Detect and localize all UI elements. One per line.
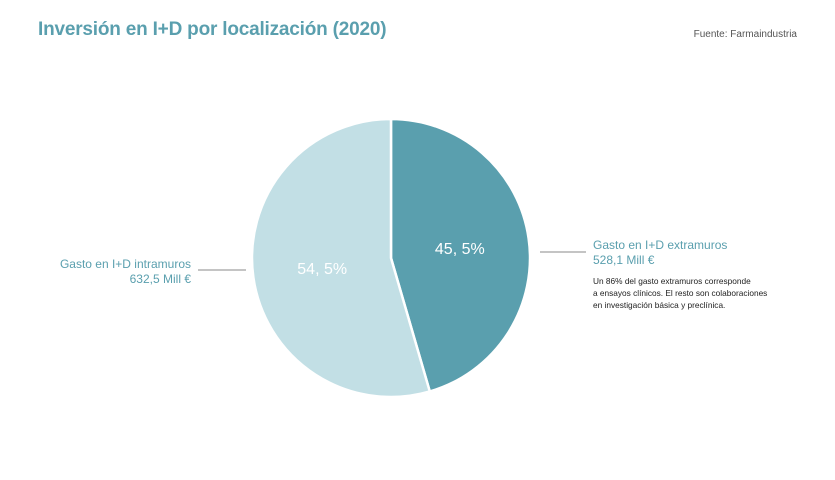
intramuros-name: Gasto en I+D intramuros [59,257,191,271]
extramuros-name: Gasto en I+D extramuros [593,238,728,252]
intramuros-label: Gasto en I+D intramuros 632,5 Mill € [60,257,191,287]
pct-label-extramuros: 45, 5% [435,241,485,258]
source-note: Fuente: Farmaindustria [693,29,797,40]
pie-slice-extramuros [389,117,532,394]
chart-title: Inversión en I+D por localización (2020) [38,19,387,40]
intramuros-amount: 632,5 Mill € [129,272,191,286]
note-line: Un 86% del gasto extramuros corresponde [593,276,751,286]
note-line: en investigación básica y preclínica. [593,300,726,310]
pie-slice-intramuros [250,117,432,399]
extramuros-note: Un 86% del gasto extramuros corresponde … [593,275,767,311]
note-line: a ensayos clínicos. El resto son colabor… [593,288,768,298]
extramuros-amount: 528,1 Mill € [593,253,655,267]
extramuros-label: Gasto en I+D extramuros 528,1 Mill € [593,238,727,268]
pct-label-intramuros: 54, 5% [297,261,347,278]
